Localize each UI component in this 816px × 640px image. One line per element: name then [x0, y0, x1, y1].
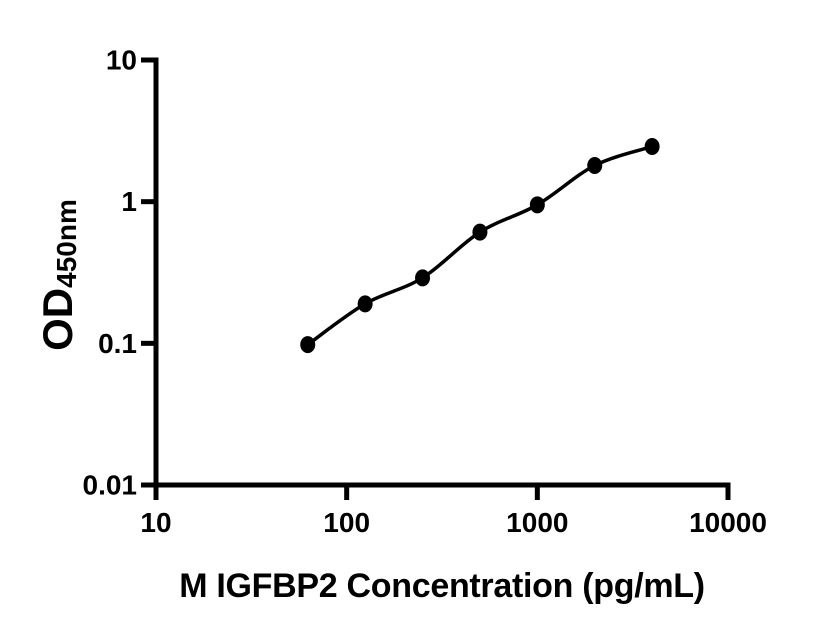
- data-point: [472, 223, 488, 241]
- data-points: [300, 138, 660, 354]
- y-axis-title-main: OD: [34, 288, 81, 351]
- tick-marks: [141, 57, 731, 500]
- data-point: [529, 196, 545, 214]
- y-axis-title: OD450nm: [34, 199, 82, 351]
- fit-curve-line: [305, 144, 654, 347]
- y-axis-title-subscript: 450nm: [51, 199, 82, 288]
- y-tick-label: 10: [106, 45, 137, 76]
- axes: [141, 57, 731, 500]
- y-tick-label: 0.01: [83, 470, 138, 501]
- x-tick-label: 1000: [506, 507, 568, 538]
- x-axis-title: M IGFBP2 Concentration (pg/mL): [179, 567, 705, 605]
- data-point: [644, 138, 660, 156]
- y-tick-label: 0.1: [98, 328, 137, 359]
- x-tick-label: 100: [323, 507, 370, 538]
- y-tick-label: 1: [121, 186, 137, 217]
- data-point: [587, 157, 603, 175]
- data-point: [357, 295, 373, 313]
- x-tick-label: 10000: [689, 507, 767, 538]
- data-point: [300, 336, 316, 354]
- x-tick-label: 10: [140, 507, 171, 538]
- data-point: [415, 269, 431, 287]
